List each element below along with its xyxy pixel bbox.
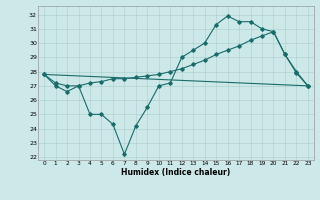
X-axis label: Humidex (Indice chaleur): Humidex (Indice chaleur)	[121, 168, 231, 177]
